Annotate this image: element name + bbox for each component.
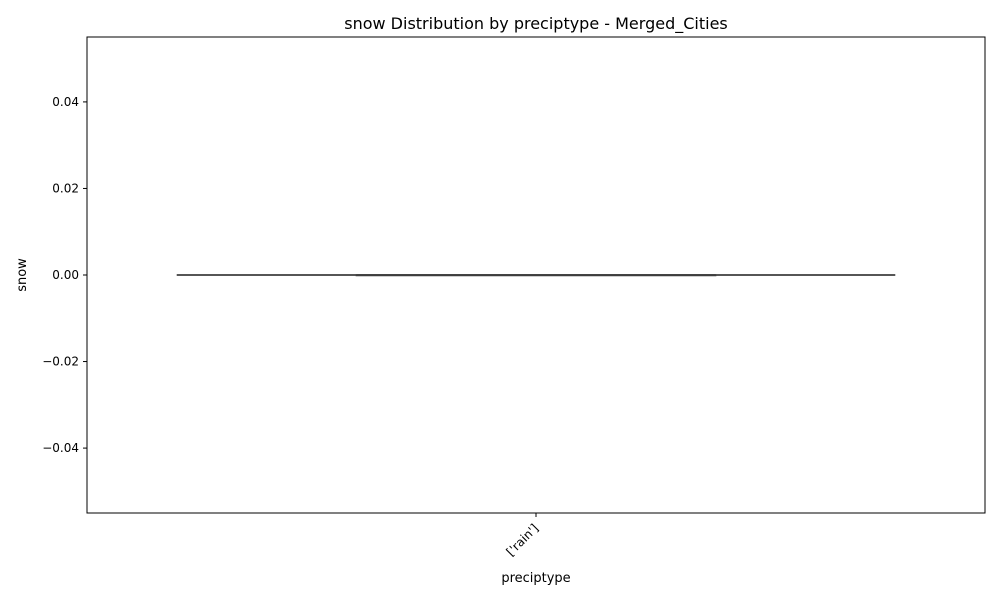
x-axis-label: preciptype: [501, 571, 570, 586]
y-axis-label: snow: [15, 258, 30, 292]
y-axis: −0.04 −0.02 0.00 0.02 0.04: [42, 95, 87, 455]
box-group: [176, 274, 896, 277]
y-tick-label: −0.04: [42, 441, 79, 455]
x-tick-label: ['rain']: [504, 521, 542, 559]
y-tick-label: 0.00: [52, 268, 79, 282]
x-axis: ['rain']: [504, 513, 542, 559]
plot-area: −0.04 −0.02 0.00 0.02 0.04 ['rain']: [42, 36, 986, 559]
y-tick-label: 0.02: [52, 181, 79, 195]
y-tick-label: 0.04: [52, 95, 79, 109]
chart-title: snow Distribution by preciptype - Merged…: [344, 14, 728, 34]
y-tick-label: −0.02: [42, 355, 79, 369]
boxes-layer: [176, 274, 896, 277]
